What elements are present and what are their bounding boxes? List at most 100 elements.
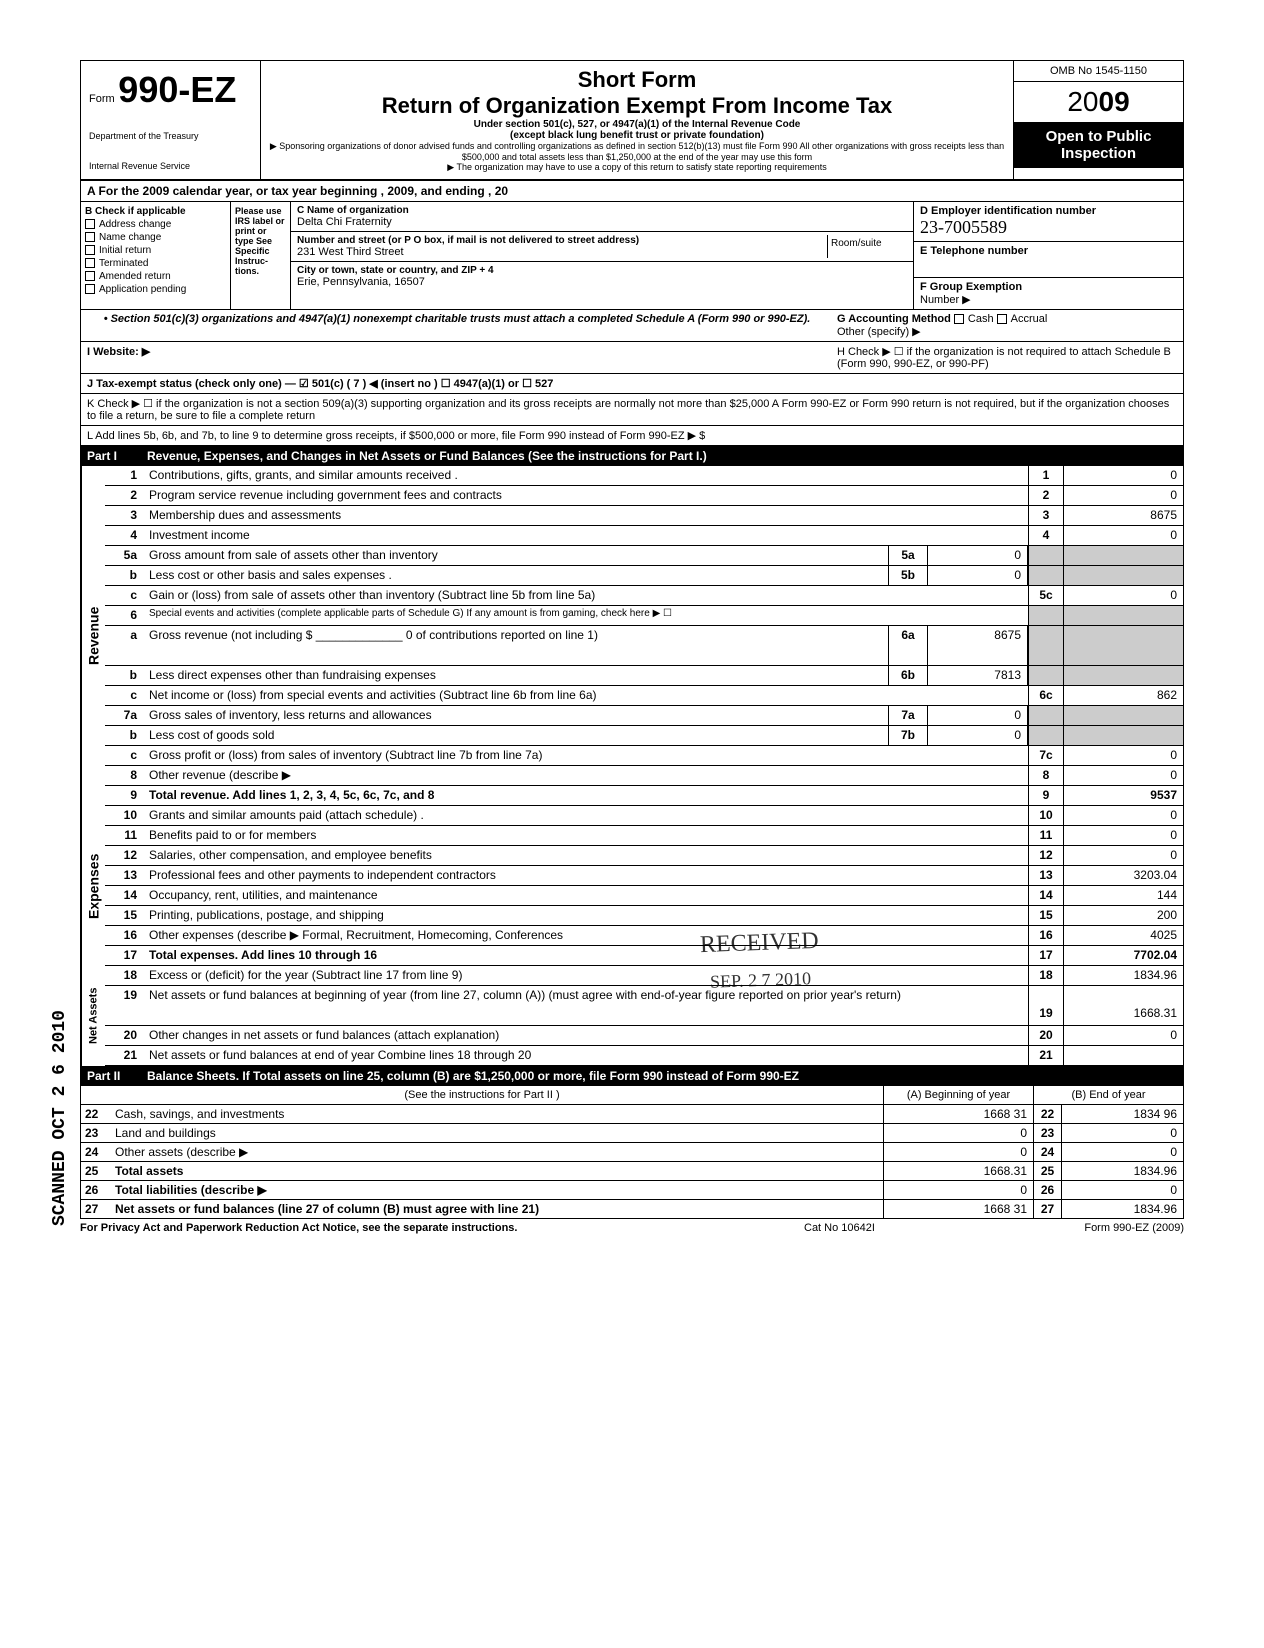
group-number: Number ▶ — [920, 293, 1177, 306]
amt-11: 0 — [1063, 826, 1183, 845]
col-b-header: (B) End of year — [1033, 1086, 1183, 1104]
amt-9: 9537 — [1063, 786, 1183, 805]
section-b: B Check if applicable Address change Nam… — [81, 202, 231, 309]
amt-14: 144 — [1063, 886, 1183, 905]
section-h: H Check ▶ ☐ if the organization is not r… — [827, 345, 1177, 370]
section-k: K Check ▶ ☐ if the organization is not a… — [81, 394, 1183, 426]
bal-25b: 1834.96 — [1061, 1162, 1183, 1180]
section-g: G Accounting Method Cash Accrual Other (… — [827, 313, 1177, 338]
amt-6c: 862 — [1063, 686, 1183, 705]
year-bold: 09 — [1099, 86, 1130, 117]
amt-5a: 0 — [928, 546, 1028, 565]
return-title: Return of Organization Exempt From Incom… — [267, 93, 1007, 119]
label-org-name: C Name of organization — [297, 205, 907, 216]
bal-27b: 1834.96 — [1061, 1200, 1183, 1218]
amt-4: 0 — [1063, 526, 1183, 545]
amt-10: 0 — [1063, 806, 1183, 825]
bal-23a: 0 — [883, 1124, 1033, 1142]
attach-row: • Section 501(c)(3) organizations and 49… — [81, 310, 1183, 342]
bal-26b: 0 — [1061, 1181, 1183, 1199]
part-2-header: Part II Balance Sheets. If Total assets … — [81, 1066, 1183, 1086]
open-inspection: Open to Public Inspection — [1014, 122, 1183, 168]
amt-3: 8675 — [1063, 506, 1183, 525]
net-assets-section: Net Assets 18Excess or (deficit) for the… — [81, 966, 1183, 1066]
cb-name-change[interactable]: Name change — [85, 232, 226, 243]
received-stamp: RECEIVED — [700, 928, 820, 959]
amt-1: 0 — [1063, 466, 1183, 485]
amt-8: 0 — [1063, 766, 1183, 785]
section-l: L Add lines 5b, 6b, and 7b, to line 9 to… — [81, 426, 1183, 446]
net-assets-vert-label: Net Assets — [81, 966, 105, 1066]
form-prefix: Form — [89, 93, 115, 105]
bal-25a: 1668.31 — [883, 1162, 1033, 1180]
header-left: Form 990-EZ Department of the Treasury I… — [81, 61, 261, 179]
form-number: 990-EZ — [118, 69, 236, 110]
cb-cash[interactable] — [954, 314, 964, 324]
cb-pending[interactable]: Application pending — [85, 284, 226, 295]
org-name: Delta Chi Fraternity — [297, 216, 907, 228]
subtitle-2: (except black lung benefit trust or priv… — [267, 130, 1007, 141]
section-j: J Tax-exempt status (check only one) — ☑… — [81, 374, 1183, 394]
bal-22b: 1834 96 — [1061, 1105, 1183, 1123]
amt-5b: 0 — [928, 566, 1028, 585]
amt-7b: 0 — [928, 726, 1028, 745]
amt-5c: 0 — [1063, 586, 1183, 605]
cb-initial-return[interactable]: Initial return — [85, 245, 226, 256]
section-b-title: B Check if applicable — [85, 206, 226, 217]
ein-value: 23-7005589 — [920, 217, 1177, 238]
section-i: I Website: ▶ — [87, 345, 827, 370]
bal-23b: 0 — [1061, 1124, 1183, 1142]
subtitle-3: ▶ Sponsoring organizations of donor advi… — [267, 141, 1007, 162]
label-telephone: E Telephone number — [920, 245, 1177, 257]
expenses-vert-label: Expenses — [81, 806, 105, 966]
label-city: City or town, state or country, and ZIP … — [297, 265, 907, 276]
subtitle-4: ▶ The organization may have to use a cop… — [267, 162, 1007, 173]
header-title-block: Short Form Return of Organization Exempt… — [261, 61, 1013, 179]
cb-amended[interactable]: Amended return — [85, 271, 226, 282]
cb-address-change[interactable]: Address change — [85, 219, 226, 230]
subtitle-1: Under section 501(c), 527, or 4947(a)(1)… — [267, 119, 1007, 130]
amt-6b: 7813 — [928, 666, 1028, 685]
amt-17: 7702.04 — [1063, 946, 1183, 965]
tax-year: 2009 — [1014, 82, 1183, 122]
received-date-stamp: SEP. 2 7 2010 — [710, 968, 812, 993]
short-form-label: Short Form — [267, 67, 1007, 93]
bal-24a: 0 — [883, 1143, 1033, 1161]
amt-18: 1834.96 — [1063, 966, 1183, 985]
room-suite: Room/suite — [827, 235, 907, 258]
bal-27a: 1668 31 — [883, 1200, 1033, 1218]
revenue-section: Revenue 1Contributions, gifts, grants, a… — [81, 466, 1183, 806]
footer-cat: Cat No 10642I — [804, 1222, 1004, 1234]
amt-20: 0 — [1063, 1026, 1183, 1045]
omb-number: OMB No 1545-1150 — [1014, 61, 1183, 82]
amt-2: 0 — [1063, 486, 1183, 505]
website-row: I Website: ▶ H Check ▶ ☐ if the organiza… — [81, 342, 1183, 374]
amt-7a: 0 — [928, 706, 1028, 725]
amt-19: 1668.31 — [1063, 986, 1183, 1025]
org-city: Erie, Pennsylvania, 16507 — [297, 276, 907, 288]
amt-16: 4025 — [1063, 926, 1183, 945]
amt-6a: 8675 — [928, 626, 1028, 665]
part-1-header: Part I Revenue, Expenses, and Changes in… — [81, 446, 1183, 466]
amt-21 — [1063, 1046, 1183, 1065]
amt-12: 0 — [1063, 846, 1183, 865]
bal-24b: 0 — [1061, 1143, 1183, 1161]
dept-treasury: Department of the Treasury — [89, 131, 252, 141]
row-a-calendar-year: A For the 2009 calendar year, or tax yea… — [81, 181, 1183, 202]
amt-13: 3203.04 — [1063, 866, 1183, 885]
amt-15: 200 — [1063, 906, 1183, 925]
form-header: Form 990-EZ Department of the Treasury I… — [81, 61, 1183, 181]
label-group-exemption: F Group Exemption — [920, 281, 1177, 293]
cb-terminated[interactable]: Terminated — [85, 258, 226, 269]
section-de: D Employer identification number 23-7005… — [913, 202, 1183, 309]
expenses-section: Expenses 10Grants and similar amounts pa… — [81, 806, 1183, 966]
amt-7c: 0 — [1063, 746, 1183, 765]
attach-note: • Section 501(c)(3) organizations and 49… — [87, 313, 827, 338]
year-prefix: 20 — [1067, 86, 1098, 117]
label-ein: D Employer identification number — [920, 205, 1177, 217]
cb-accrual[interactable] — [997, 314, 1007, 324]
revenue-vert-label: Revenue — [81, 466, 105, 806]
footer-privacy: For Privacy Act and Paperwork Reduction … — [80, 1222, 804, 1234]
col-a-header: (A) Beginning of year — [883, 1086, 1033, 1104]
label-address: Number and street (or P O box, if mail i… — [297, 235, 827, 246]
